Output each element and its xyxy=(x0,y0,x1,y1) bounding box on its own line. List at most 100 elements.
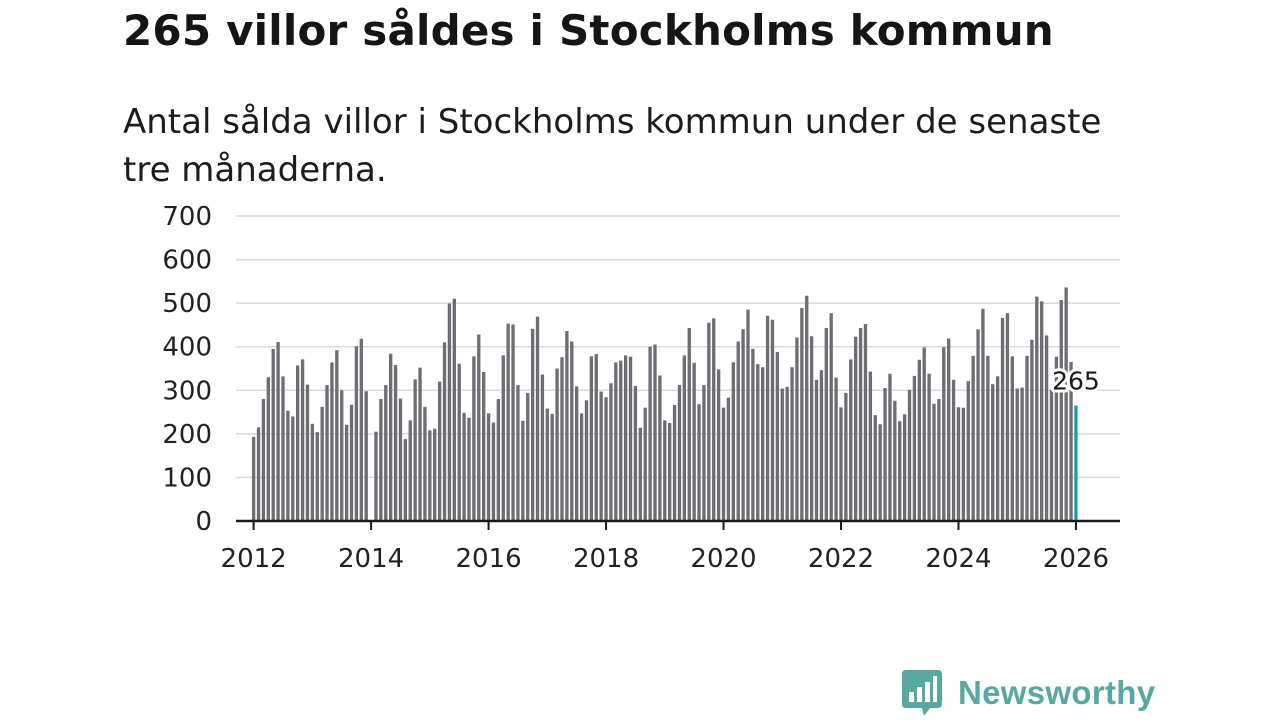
bar xyxy=(1064,287,1068,521)
bar xyxy=(516,385,520,521)
bar xyxy=(437,381,442,521)
bar xyxy=(526,392,530,521)
bar xyxy=(917,359,921,521)
bar xyxy=(687,327,691,521)
bar xyxy=(545,408,549,521)
bar xyxy=(780,388,784,521)
bar xyxy=(893,400,897,521)
bar xyxy=(1069,361,1073,521)
bar xyxy=(379,399,383,521)
bar xyxy=(986,355,990,521)
bar xyxy=(447,303,452,521)
bar xyxy=(824,327,828,521)
bar xyxy=(1040,301,1044,521)
y-tick-label: 300 xyxy=(162,376,212,406)
bar xyxy=(506,323,510,521)
bar xyxy=(947,338,951,521)
bar xyxy=(736,341,740,521)
bar xyxy=(325,385,329,521)
bar xyxy=(653,344,657,521)
bar xyxy=(795,337,799,521)
bar xyxy=(692,362,696,521)
bar xyxy=(305,384,310,521)
bar xyxy=(677,385,682,521)
bar xyxy=(281,376,285,521)
bar xyxy=(751,348,755,521)
bar xyxy=(951,379,956,521)
bar xyxy=(286,410,290,521)
bar xyxy=(540,374,545,521)
bar xyxy=(496,399,501,521)
bar xyxy=(403,439,408,521)
bar xyxy=(800,307,804,521)
annotation-label: 265 xyxy=(1052,367,1100,396)
bar xyxy=(261,399,266,521)
bar xyxy=(648,346,652,521)
bar xyxy=(672,405,677,521)
bar xyxy=(623,355,628,521)
bar xyxy=(550,413,554,521)
bar xyxy=(849,359,853,521)
bar xyxy=(364,391,368,521)
bar xyxy=(594,354,598,521)
bar xyxy=(805,295,809,521)
bar xyxy=(398,398,403,521)
bar xyxy=(501,355,505,521)
bar xyxy=(570,341,574,521)
bar xyxy=(291,416,295,521)
bar xyxy=(707,322,711,521)
bar xyxy=(530,328,535,521)
bar xyxy=(668,422,672,521)
bar xyxy=(976,329,980,521)
bar xyxy=(761,367,765,521)
x-tick-label: 2022 xyxy=(808,544,874,574)
bar xyxy=(1035,296,1039,521)
bar xyxy=(335,350,339,521)
bar xyxy=(349,404,354,521)
y-tick-label: 600 xyxy=(162,246,212,276)
bar xyxy=(344,424,349,521)
y-tick-label: 500 xyxy=(162,289,212,319)
bar xyxy=(614,362,618,521)
bar xyxy=(902,414,907,521)
bar xyxy=(1020,387,1024,521)
bar xyxy=(854,336,858,521)
page-title: 265 villor såldes i Stockholms kommun xyxy=(123,6,1054,55)
page-subtitle: Antal sålda villor i Stockholms kommun u… xyxy=(123,102,1102,190)
bar xyxy=(555,368,559,521)
bar xyxy=(599,391,603,521)
bar xyxy=(1059,300,1063,521)
bar xyxy=(575,386,579,521)
bar xyxy=(1030,339,1034,521)
bar xyxy=(296,365,300,521)
bar xyxy=(491,422,496,521)
bar xyxy=(389,353,393,521)
bar xyxy=(991,384,995,521)
y-tick-label: 0 xyxy=(195,507,212,537)
bar xyxy=(374,431,378,521)
x-tick-label: 2012 xyxy=(221,544,287,574)
bar xyxy=(619,360,623,521)
bar xyxy=(271,348,275,521)
bar xyxy=(932,403,936,521)
y-tick-label: 700 xyxy=(162,202,212,232)
bar xyxy=(276,341,280,521)
bar xyxy=(584,400,589,521)
bar xyxy=(746,309,750,521)
bar xyxy=(839,407,843,521)
bar-chart-speech-bubble-icon xyxy=(902,670,942,716)
bar xyxy=(340,390,344,521)
bar xyxy=(256,427,261,521)
bar xyxy=(462,412,466,521)
bar xyxy=(418,367,422,521)
bar xyxy=(633,385,638,521)
x-tick-label: 2024 xyxy=(925,544,991,574)
bar xyxy=(907,389,912,521)
x-tick-label: 2018 xyxy=(573,544,639,574)
bar xyxy=(384,385,388,521)
bar xyxy=(716,369,721,521)
bar xyxy=(726,397,731,521)
bar xyxy=(898,421,902,521)
bar xyxy=(756,364,760,521)
bar xyxy=(330,362,334,521)
